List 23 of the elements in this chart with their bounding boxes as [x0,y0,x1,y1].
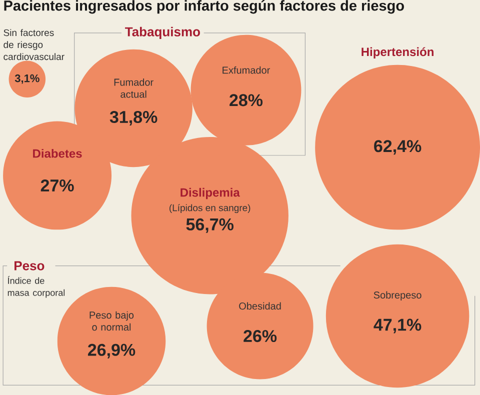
data-label: 31,8% [110,110,158,126]
category-label: Fumador actual [114,78,154,98]
category-label: Hipertensión [362,47,434,58]
text: (Lípidos en sangre) [170,204,250,213]
data-label: 28% [230,94,263,106]
text: Índice de masa corporal [8,276,65,298]
text: Peso [14,261,44,270]
category-label: Sin factores de riesgo cardiovascular [4,29,64,60]
data-label: 3,1% [14,74,40,84]
category-label: Sobrepeso [374,291,422,300]
data-label: 27% [40,179,74,192]
data-label: 26% [244,330,277,342]
category-label: Diabetes [33,148,82,158]
category-label: Dislipemia [180,188,240,200]
data-label: 47,1% [374,318,422,334]
category-label: Obesidad [239,302,281,310]
data-label: 62,4% [374,140,422,154]
text: Pacientes ingresados por infarto según factores de riesgo [4,0,404,14]
text: Tabaquismo [125,26,200,39]
category-label: Peso bajo o normal [90,311,134,331]
data-label: 56,7% [186,218,234,233]
category-label: Exfumador [222,66,270,74]
data-label: 26,9% [88,344,136,358]
